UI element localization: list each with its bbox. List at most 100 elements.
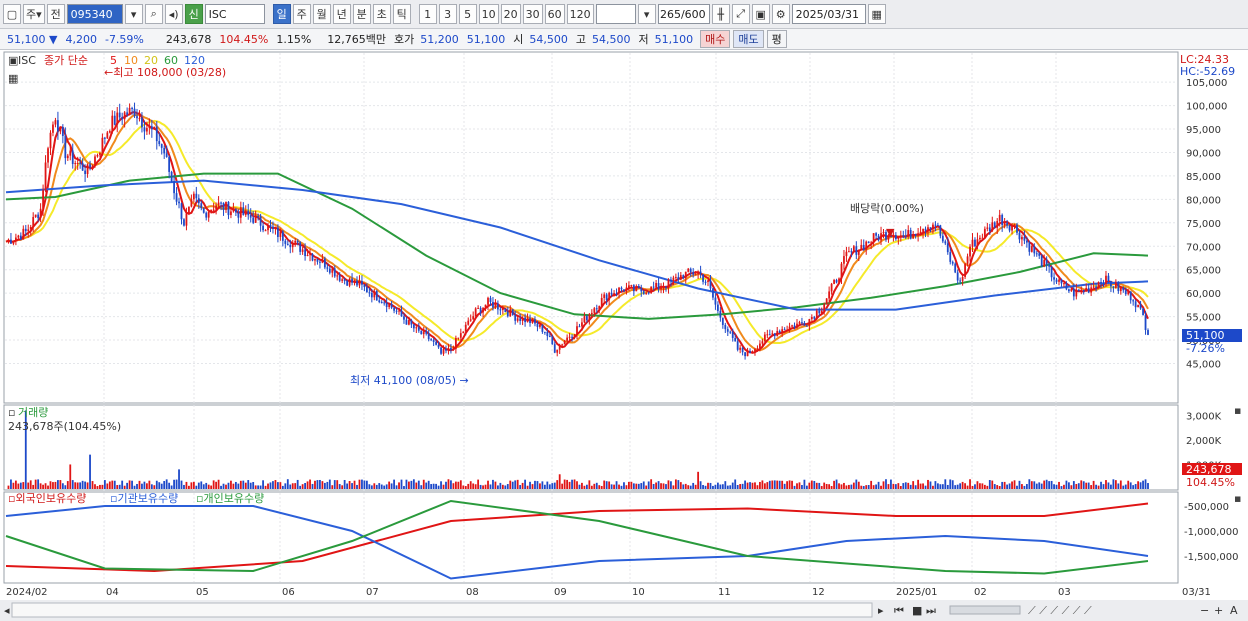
stop-icon[interactable]: ■	[912, 604, 922, 617]
rewind-icon[interactable]: ⏮	[894, 604, 904, 617]
minute-1[interactable]: 1	[418, 4, 437, 24]
period-year[interactable]: 년	[332, 4, 351, 24]
candle-body	[96, 154, 99, 157]
minute-10[interactable]: 10	[478, 4, 499, 24]
volume-bar	[59, 480, 62, 489]
volume-bar	[64, 485, 67, 489]
holdings-close-icon[interactable]: ▪	[1234, 492, 1241, 505]
period-minute[interactable]: 분	[352, 4, 371, 24]
draw-tool-icon[interactable]: ⤢	[731, 4, 750, 24]
custom-interval-field[interactable]	[595, 4, 636, 24]
volume-bar	[319, 479, 321, 489]
scroll-right-icon[interactable]: ▸	[878, 604, 884, 617]
minute-5[interactable]: 5	[458, 4, 477, 24]
volume-bar	[506, 484, 509, 489]
last-price-label: 51,100	[1186, 329, 1225, 342]
candle-body	[534, 319, 536, 324]
sound-icon[interactable]: ◂)	[164, 4, 183, 24]
search-icon[interactable]: ⌕	[144, 4, 163, 24]
minute-60[interactable]: 60	[544, 4, 565, 24]
prev-button[interactable]: 전	[46, 4, 65, 24]
scroll-left-icon[interactable]: ◂	[4, 604, 10, 617]
candle-body	[593, 308, 596, 313]
candle-body	[885, 232, 887, 240]
buy-button[interactable]: 매수	[700, 30, 731, 48]
date-field[interactable]: 2025/03/31	[791, 4, 866, 24]
count-field[interactable]: 265/600	[657, 4, 710, 24]
average-button[interactable]: 평	[766, 30, 787, 48]
sell-button[interactable]: 매도	[733, 30, 764, 48]
volume-bar	[333, 480, 336, 489]
candle-body	[1077, 289, 1080, 291]
save-icon[interactable]: ▣	[751, 4, 770, 24]
candle-body	[232, 209, 235, 212]
candle-body	[138, 118, 141, 120]
volume-bar	[548, 484, 551, 489]
volume-bar	[805, 485, 808, 489]
candle-style-icon[interactable]: ╫	[711, 4, 730, 24]
candle-body	[882, 232, 885, 234]
minute-120[interactable]: 120	[566, 4, 594, 24]
period-second[interactable]: 초	[372, 4, 391, 24]
minute-3[interactable]: 3	[438, 4, 457, 24]
candle-body	[200, 203, 203, 209]
new-badge[interactable]: 신	[184, 4, 203, 24]
volume-bar	[1072, 481, 1075, 489]
market-select[interactable]: 주 ▾	[23, 4, 45, 24]
interval-dropdown-icon[interactable]: ▾	[637, 4, 656, 24]
chart-area[interactable]: 45,00050,00055,00060,00065,00070,00075,0…	[0, 50, 1248, 621]
minute-30[interactable]: 30	[522, 4, 543, 24]
draw-tools-icon[interactable]: ⟋ ⟋ ⟋ ⟋ ⟋ ⟋	[1028, 604, 1092, 617]
volume-bar	[1045, 479, 1048, 489]
legend-foreign: ▫외국인보유수량	[8, 492, 86, 505]
candle-body	[412, 324, 415, 329]
volume-bar	[773, 480, 776, 489]
stock-name-field[interactable]: ISC	[204, 4, 265, 24]
candle-body	[445, 349, 447, 351]
period-week[interactable]: 주	[292, 4, 311, 24]
volume-bar	[24, 410, 27, 489]
volume-bar	[472, 483, 475, 489]
candle-body	[959, 280, 962, 282]
volume-bar	[180, 480, 183, 489]
period-day[interactable]: 일	[272, 4, 291, 24]
candle-body	[19, 235, 22, 240]
window-icon[interactable]: ▢	[3, 4, 21, 24]
period-month[interactable]: 월	[312, 4, 331, 24]
volume-bar	[573, 479, 576, 489]
candle-body	[585, 316, 588, 321]
zoom-out-icon[interactable]: −	[1200, 604, 1209, 617]
candle-body	[712, 288, 714, 298]
candle-body	[331, 268, 334, 273]
volume-bar	[719, 484, 722, 489]
volume-close-icon[interactable]: ▪	[1234, 404, 1241, 417]
stock-code-input[interactable]: 095340	[66, 4, 123, 24]
candle-body	[1075, 289, 1078, 297]
period-tick[interactable]: 틱	[392, 4, 411, 24]
fast-forward-icon[interactable]: ⏭	[926, 604, 936, 617]
volume-bar	[734, 479, 737, 489]
code-dropdown-icon[interactable]: ▾	[124, 4, 143, 24]
candle-body	[17, 235, 20, 238]
volume-bar	[264, 485, 267, 489]
chart-scrollbar[interactable]	[11, 602, 873, 618]
candle-body	[620, 287, 623, 290]
text-tool-icon[interactable]: A	[1230, 604, 1238, 617]
volume-last-tag	[1182, 463, 1242, 475]
volume-bar	[281, 485, 284, 489]
volume-bar	[991, 480, 994, 489]
grid-icon[interactable]: ▦	[8, 72, 18, 85]
volume-bar	[459, 480, 462, 489]
gear-icon[interactable]: ⚙	[771, 4, 790, 24]
candle-body	[91, 165, 94, 168]
candle-body	[1139, 304, 1142, 309]
zoom-in-icon[interactable]: +	[1214, 604, 1223, 617]
volume-bar	[848, 484, 850, 489]
calendar-icon[interactable]: ▦	[867, 4, 886, 24]
volume-bar	[215, 481, 218, 489]
volume-bar	[593, 483, 596, 489]
minute-20[interactable]: 20	[500, 4, 521, 24]
volume-bar	[314, 480, 316, 489]
chart-icon[interactable]: ▣	[8, 54, 18, 67]
zoom-slider[interactable]	[949, 605, 1021, 615]
